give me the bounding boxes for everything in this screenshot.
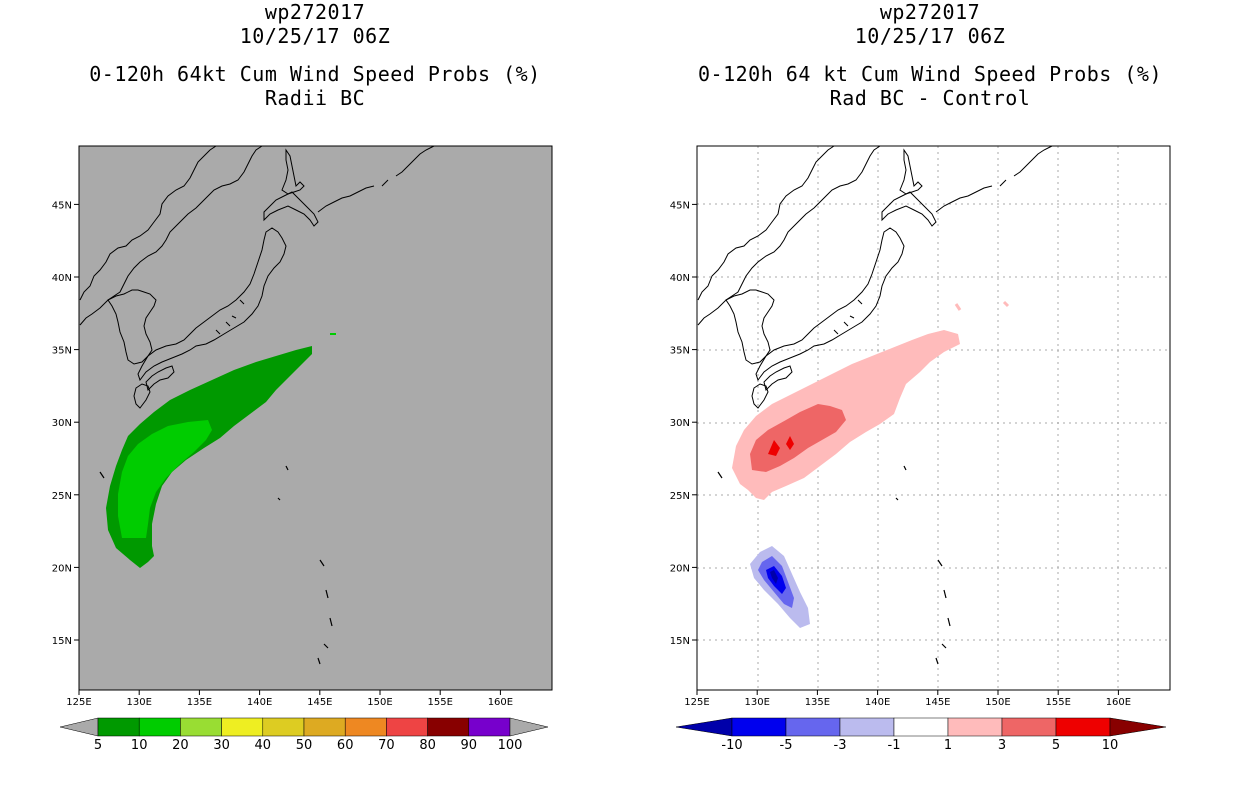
right-lat-label: 40N [670,273,690,284]
right-colorbar-swatch [785,717,841,737]
right-lat-label: 25N [670,491,690,502]
right-storm-id: wp272017 [879,0,981,24]
left-colorbar-label: 5 [94,738,102,753]
left-colorbar-swatch [344,717,387,737]
left-lon-label: 155E [427,697,452,708]
left-lon-label: 125E [66,697,91,708]
right-subtitle: Rad BC - Control [829,86,1031,110]
left-lat-label: 40N [52,273,72,284]
left-colorbar-swatch [303,717,346,737]
left-lat-label: 25N [52,491,72,502]
right-lon-label: 155E [1045,697,1070,708]
right-axis-labels: 125E 130E 135E 140E 145E 150E 155E 160E 15N 20N 25… [670,200,1131,708]
right-colorbar-label: 1 [944,738,952,753]
right-product-title: 0-120h 64 kt Cum Wind Speed Probs (%) [697,62,1163,86]
left-colorbar-label: 60 [337,738,354,753]
left-colorbar-label: 40 [255,738,272,753]
right-colorbar-label: -1 [888,738,901,753]
left-colorbar-label: 10 [131,738,148,753]
left-lon-label: 145E [307,697,332,708]
right-lat-label: 35N [670,346,690,357]
left-colorbar-swatch [386,717,428,737]
right-map [696,145,1171,691]
left-colorbar-label: 50 [296,738,313,753]
right-colorbar-label: -10 [721,738,742,753]
right-colorbar-label: -3 [834,738,847,753]
prob-contour-5-10 [106,346,312,568]
left-colorbar-swatch [138,717,181,737]
right-lon-label: 140E [865,697,890,708]
prob-contour-10-20 [118,420,212,538]
right-datetime: 10/25/17 06Z [854,24,1006,48]
right-lon-label: 130E [744,697,769,708]
left-lon-label: 160E [488,697,513,708]
left-lon-label: 150E [367,697,392,708]
diff-contour-5-10 [768,440,780,456]
left-datetime: 10/25/17 06Z [239,24,391,48]
right-lon-label: 125E [684,697,709,708]
right-colorbar-label: 3 [998,738,1006,753]
left-colorbar: 5 10 20 30 40 50 60 70 80 90 100 [59,717,549,753]
right-colorbar-high-arrow [1109,717,1167,737]
right-colorbar-swatch [839,717,895,737]
left-lon-label: 130E [126,697,151,708]
right-colorbar-label: 10 [1102,738,1119,753]
left-colorbar-high-arrow [509,717,549,737]
right-lon-label: 150E [985,697,1010,708]
right-map-frame [696,145,1171,691]
left-title: wp272017 10/25/17 06Z 0-120h 64kt Cum Wi… [60,0,570,110]
left-map-frame [78,145,553,691]
left-colorbar-label: 100 [498,738,523,753]
left-lon-label: 140E [247,697,272,708]
left-colorbar-low-arrow [59,717,99,737]
right-lat-label: 45N [670,200,690,211]
right-lon-label: 135E [805,697,830,708]
right-colorbar-label: 5 [1052,738,1060,753]
left-lat-label: 15N [52,636,72,647]
left-colorbar-swatch [427,717,470,737]
right-lat-label: 30N [670,418,690,429]
right-lon-label: 160E [1106,697,1131,708]
right-title: wp272017 10/25/17 06Z 0-120h 64 kt Cum W… [660,0,1200,110]
right-colorbar: -10 -5 -3 -1 1 3 5 10 [675,717,1167,753]
right-colorbar-swatch [731,717,787,737]
left-colorbar-swatch [262,717,305,737]
right-colorbar-swatch [893,717,949,737]
right-colorbar-swatch [1001,717,1057,737]
left-colorbar-label: 30 [213,738,230,753]
left-map [78,145,553,691]
left-lat-label: 20N [52,563,72,574]
left-subtitle: Radii BC [264,86,366,110]
right-colorbar-swatch [947,717,1003,737]
right-lat-label: 20N [670,563,690,574]
left-lon-label: 135E [187,697,212,708]
left-colorbar-label: 80 [419,738,436,753]
left-product-title: 0-120h 64kt Cum Wind Speed Probs (%) [89,62,541,86]
right-colorbar-swatch [1055,717,1111,737]
right-lon-label: 145E [925,697,950,708]
right-lat-label: 15N [670,636,690,647]
left-colorbar-swatch [97,717,140,737]
right-colorbar-low-arrow [675,717,733,737]
left-storm-id: wp272017 [264,0,366,24]
left-axis-labels: 125E 130E 135E 140E 145E 150E 155E 160E 15N 20N 25… [52,200,513,708]
left-colorbar-swatch [221,717,264,737]
left-colorbar-swatch [468,717,511,737]
left-lat-label: 30N [52,418,72,429]
left-lat-label: 35N [52,346,72,357]
left-lat-label: 45N [52,200,72,211]
right-colorbar-label: -5 [780,738,793,753]
left-colorbar-label: 70 [378,738,395,753]
left-colorbar-label: 20 [172,738,189,753]
left-colorbar-label: 90 [461,738,478,753]
left-colorbar-swatch [180,717,222,737]
